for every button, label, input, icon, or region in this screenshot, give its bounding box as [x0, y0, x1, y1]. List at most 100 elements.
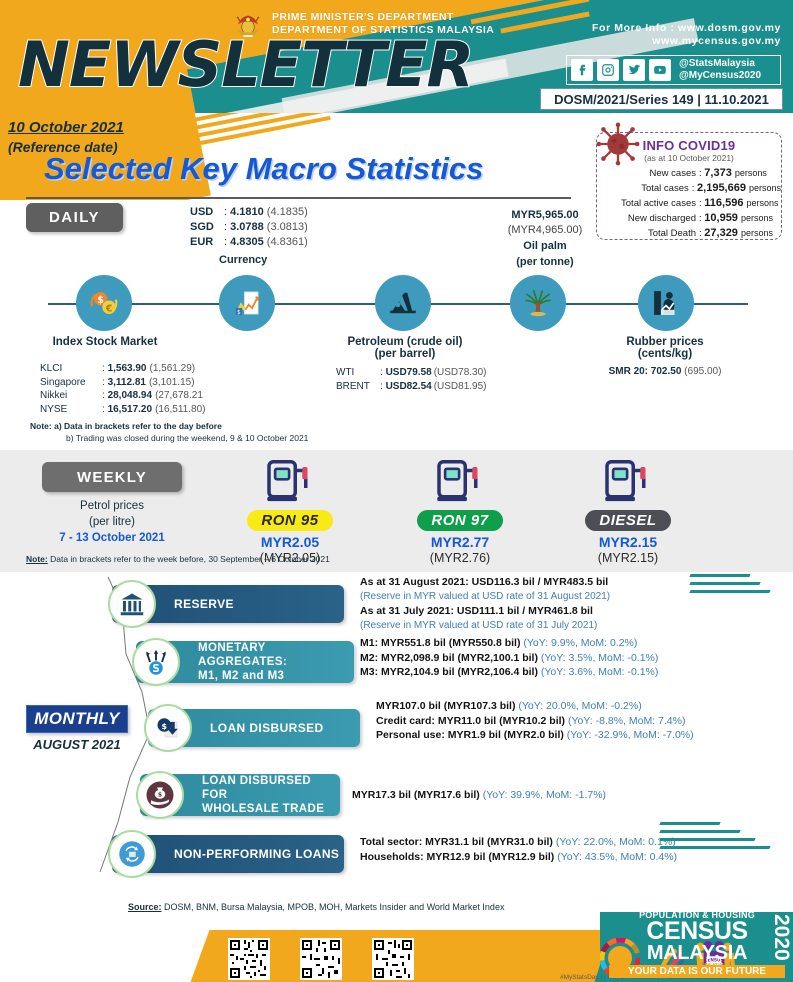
daily-note: Note: a) Data in brackets refer to the d…: [30, 420, 308, 444]
instagram-icon[interactable]: [597, 59, 619, 81]
wholesale-change: (YoY: 39.9%, MoM: -1.7%): [482, 789, 607, 801]
covid-row: Total active cases : 116,596 persons: [597, 196, 781, 211]
covid-unit: persons: [740, 228, 773, 238]
fuel-pump-icon: [267, 460, 308, 502]
rubber-value: 702.50: [650, 366, 682, 377]
oil-palm-value: MYR5,965.00: [511, 209, 579, 221]
qr-code-facebook[interactable]: [300, 938, 342, 980]
oil-palm-caption-2: (per tonne): [516, 256, 574, 268]
stock-colon: :: [102, 403, 108, 415]
petroleum-previous: (USD78.30): [433, 367, 487, 378]
npl-households-change: (YoY: 43.5%, MoM: 0.4%): [557, 850, 678, 863]
monetary-values: M1: MYR551.8 bil (MYR550.8 bil) (YoY: 9.…: [360, 636, 793, 680]
oil-palm-icon: [510, 275, 566, 331]
rubber-caption: Rubber prices (cents/kg): [580, 336, 750, 360]
covid-row: Total Death : 27,329 persons: [597, 226, 781, 241]
census-year: 2020: [770, 914, 793, 961]
covid-row: New cases : 7,373 persons: [597, 166, 781, 181]
rubber-label: SMR 20:: [608, 366, 649, 377]
qr-code-mycensus[interactable]: [372, 938, 414, 980]
loan-disbursed-label: LOAN DISBURSED: [210, 721, 324, 735]
malaysia-crest-icon: [236, 15, 260, 39]
rubber-tapper-icon: [654, 291, 675, 315]
currency-row: USD : 4.1810 (4.1835): [190, 205, 308, 220]
daily-note-a: a) Data in brackets refer to the day bef…: [54, 421, 222, 431]
monthly-month: AUGUST 2021: [33, 737, 121, 752]
npl-label: NON-PERFORMING LOANS: [174, 847, 340, 861]
wholesale-value: MYR17.3 bil (MYR17.6 bil): [352, 789, 483, 801]
oil-palm-values: MYR5,965.00 (MYR4,965.00) Oil palm (per …: [480, 208, 610, 270]
census-tagline: YOUR DATA IS OUR FUTURE: [609, 965, 785, 978]
covid-value: 2,195,669: [697, 182, 746, 194]
department-titles: PRIME MINISTER'S DEPARTMENT DEPARTMENT O…: [272, 11, 494, 37]
m1-change: (YoY: 9.9%, MoM: 0.2%): [523, 637, 638, 649]
rubber-caption-2: (cents/kg): [637, 348, 693, 360]
wholesale-values: MYR17.3 bil (MYR17.6 bil) (YoY: 39.9%, M…: [352, 788, 793, 803]
fuel-previous: (MYR2.05): [259, 551, 321, 565]
qr-glyph: [228, 938, 270, 980]
page-header: PRIME MINISTER'S DEPARTMENT DEPARTMENT O…: [0, 0, 793, 113]
currency-previous: (4.1835): [266, 206, 308, 218]
oil-pump-icon: [390, 292, 416, 314]
npl-households: Households: MYR12.9 bil (MYR12.9 bil): [360, 850, 558, 863]
fuel-pump-icon: [605, 460, 646, 502]
covid-colon: :: [699, 168, 705, 179]
stock-value: 1,563.90: [107, 363, 147, 374]
stock-label: Singapore: [40, 376, 86, 388]
reserve-line-2: As at 31 July 2021: USD111.1 bil / MYR46…: [360, 605, 593, 617]
stock-previous: (16,511.80): [155, 403, 206, 415]
currency-value: 3.0788: [230, 221, 264, 233]
petroleum-row: BRENT : USD82.54 (USD81.95): [336, 380, 487, 394]
youtube-icon[interactable]: [649, 59, 671, 81]
stock-value: 16,517.20: [107, 403, 153, 415]
loan-disbursed-values: MYR107.0 bil (MYR107.3 bil) (YoY: 20.0%,…: [376, 699, 793, 743]
index-stock-market-icon: $ €: [76, 275, 132, 331]
fuel-pump-icon: [437, 460, 478, 502]
petroleum-rows: WTI : USD79.58 (USD78.30) BRENT : USD82.…: [336, 366, 487, 394]
covid-title: INFO COVID19: [642, 138, 736, 153]
weekly-caption: Petrol prices (per litre) 7 - 13 October…: [42, 498, 182, 546]
stock-row: NYSE : 16,517.20 (16,511.80): [40, 403, 205, 417]
wholesale-bar: $ LOAN DISBURSED FOR WHOLESALE TRADE: [136, 771, 340, 819]
weekly-caption-2: (per litre): [88, 516, 135, 528]
facebook-icon[interactable]: [571, 59, 593, 81]
loan-personal-change: (YoY: -32.9%, MoM: -7.0%): [566, 729, 694, 741]
monthly-section: MONTHLY AUGUST 2021 RESERVE As at 31 Aug…: [0, 572, 793, 912]
loan-credit-card: Credit card: MYR11.0 bil (MYR10.2 bil): [376, 714, 568, 727]
currency-value: 4.8305: [230, 236, 264, 248]
stock-rows: KLCI : 1,563.90 (1,561.29) Singapore : 3…: [40, 362, 205, 416]
twitter-icon[interactable]: [623, 59, 645, 81]
loan-disbursed-bar: $ LOAN DISBURSED: [144, 704, 360, 752]
stock-row: Nikkei : 28,048.94 (27,678.21: [40, 389, 205, 403]
petroleum-previous: (USD81.95): [433, 381, 487, 392]
svg-text:$: $: [161, 721, 167, 731]
handle-mycensus: @MyCensus2020: [679, 70, 762, 81]
covid-value: 7,373: [704, 167, 732, 179]
covid-unit: persons: [748, 183, 781, 193]
reference-date-label: (Reference date): [8, 139, 118, 155]
covid-info-box: INFO COVID19 (as at 10 October 2021) New…: [596, 122, 782, 241]
petroleum-caption: Petroleum (crude oil) (per barrel): [320, 336, 490, 360]
stock-previous: (3,101.15): [148, 376, 195, 388]
qr-code-dosm[interactable]: [228, 938, 270, 980]
coronavirus-icon: [596, 122, 640, 166]
monetary-label: MONETARY AGGREGATES: M1, M2 and M3: [198, 642, 288, 682]
svg-text:$: $: [237, 309, 241, 316]
loan-personal: Personal use: MYR1.9 bil (MYR2.0 bil): [376, 729, 567, 741]
loan-total-change: (YoY: 20.0%, MoM: -0.2%): [518, 700, 642, 712]
daily-badge: DAILY: [26, 203, 123, 232]
fuel-previous: (MYR2.76): [429, 551, 491, 565]
rubber-previous: (695.00): [684, 366, 722, 377]
more-info-line-1: For More Info : www.dosm.gov.my: [592, 22, 781, 34]
title-divider: [26, 197, 571, 199]
covid-colon: :: [699, 198, 705, 209]
oil-palm-caption-1: Oil palm: [523, 240, 567, 252]
reserve-values: As at 31 August 2021: USD116.3 bil / MYR…: [360, 575, 793, 633]
m3-change: (YoY: 3.6%, MoM: -0.1%): [540, 666, 659, 678]
daily-note-head: Note:: [30, 421, 52, 431]
m2-value: M2: MYR2,098.9 bil (MYR2,100.1 bil): [360, 651, 541, 664]
social-handles: @StatsMalaysia @MyCensus2020: [679, 58, 761, 82]
currency-colon: :: [224, 206, 231, 218]
qr-glyph: [372, 938, 414, 980]
